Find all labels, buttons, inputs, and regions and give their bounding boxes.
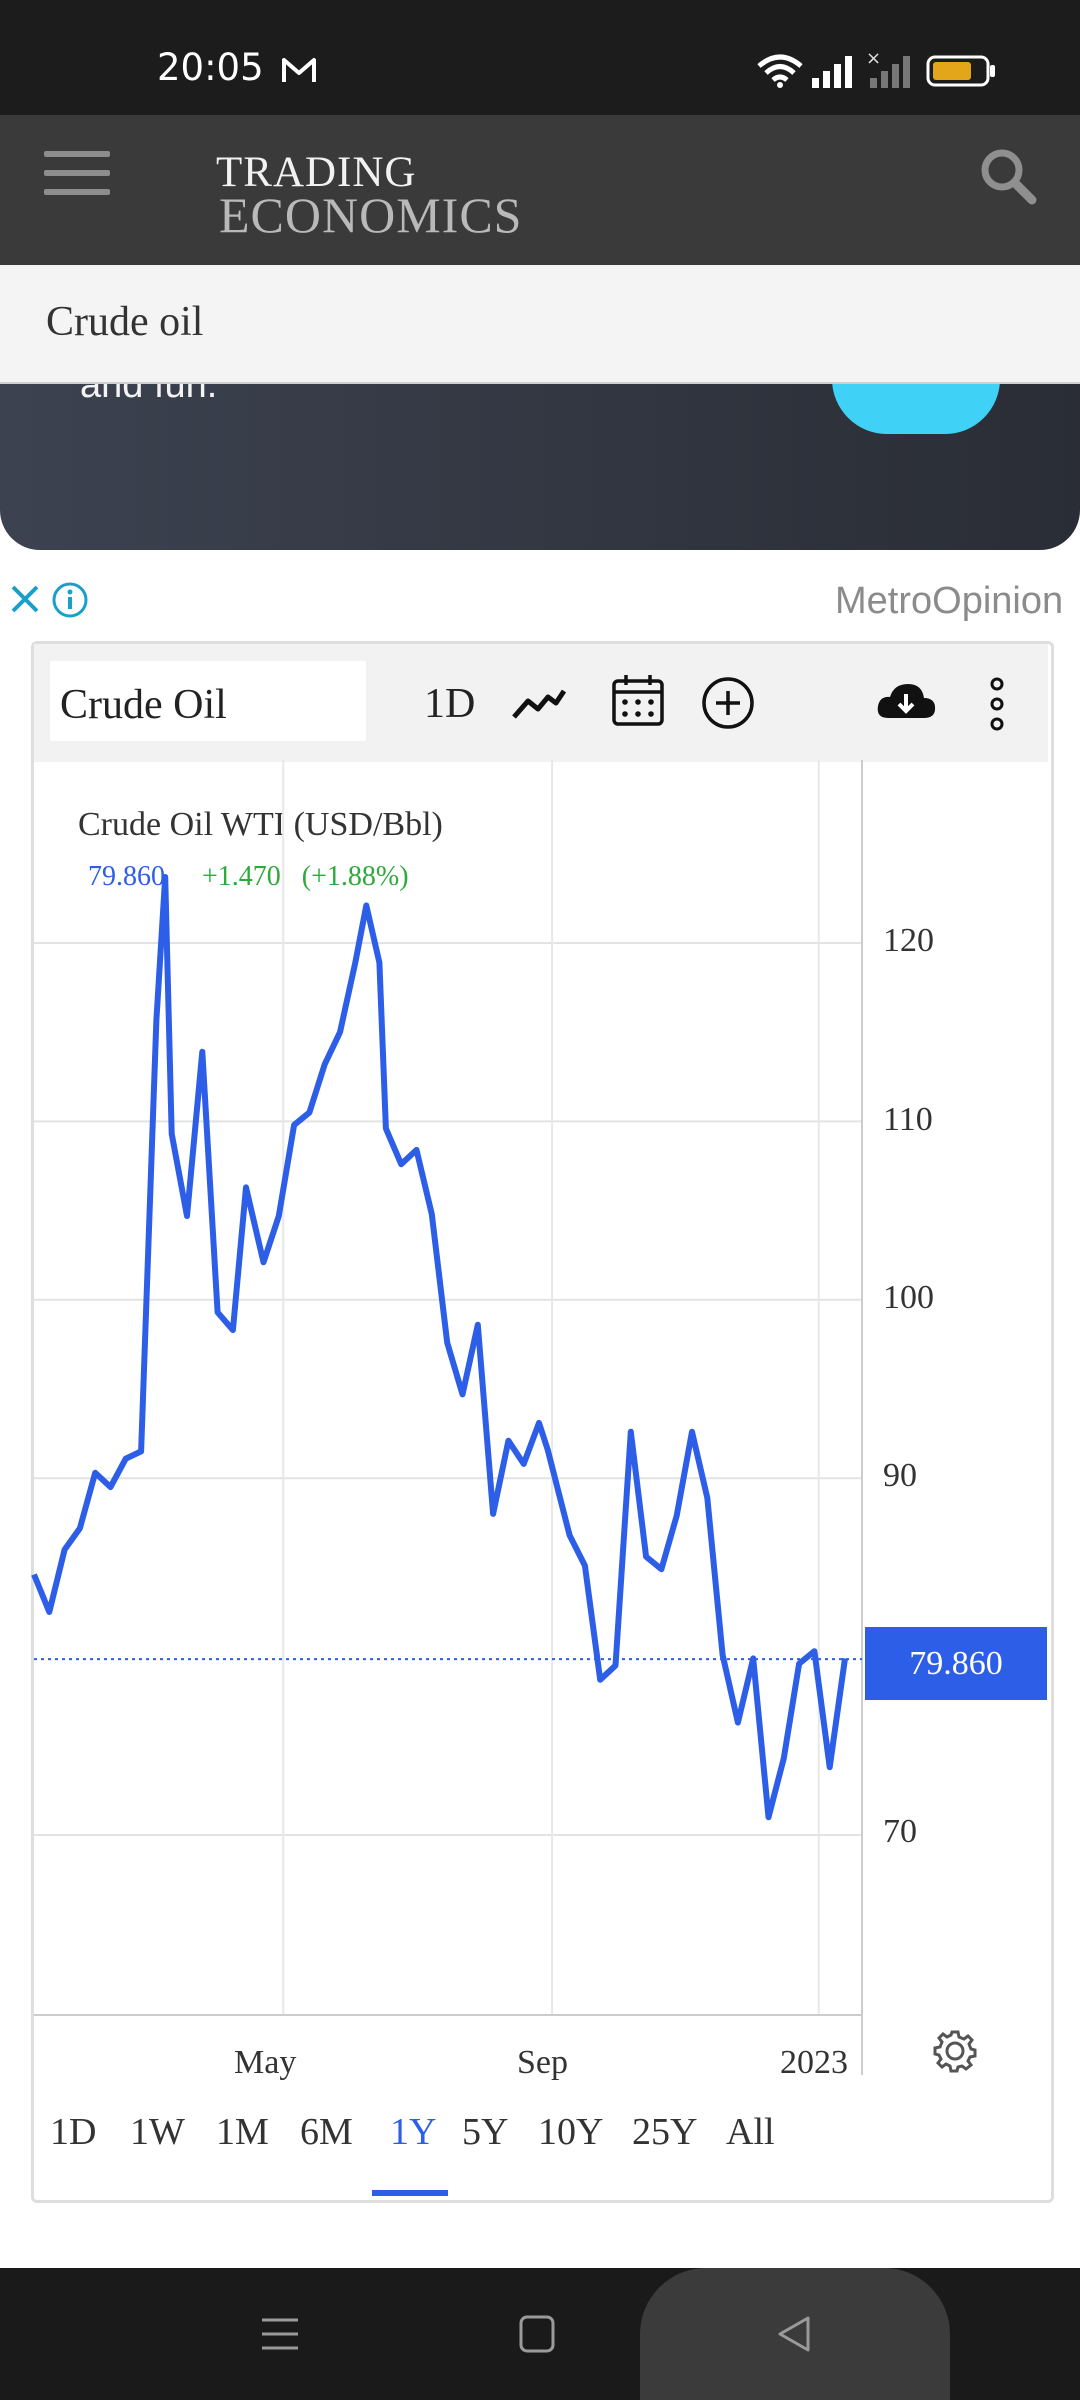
- download-icon[interactable]: [874, 676, 938, 726]
- more-options-icon[interactable]: [986, 674, 1008, 734]
- recent-apps-icon[interactable]: [260, 2314, 300, 2354]
- range-1w[interactable]: 1W: [130, 2111, 185, 2153]
- legend-change: +1.470: [202, 861, 281, 892]
- x-tick-sep: Sep: [517, 2044, 568, 2081]
- current-price-tag: 79.860: [865, 1627, 1047, 1700]
- search-icon[interactable]: [978, 146, 1038, 206]
- legend-price: 79.860: [88, 861, 165, 892]
- home-icon[interactable]: [518, 2314, 556, 2354]
- status-time: 20:05: [157, 46, 264, 89]
- active-range-underline: [372, 2190, 448, 2196]
- x-tick-may: May: [234, 2044, 297, 2081]
- symbol-input[interactable]: Crude Oil: [50, 661, 366, 741]
- ad-close-icon[interactable]: [8, 582, 42, 616]
- logo-trading[interactable]: TRADING: [216, 149, 417, 196]
- range-6m[interactable]: 6M: [300, 2111, 353, 2153]
- ad-text: and fun.: [80, 384, 218, 406]
- range-all[interactable]: All: [726, 2111, 775, 2153]
- y-tick-120: 120: [883, 922, 934, 959]
- range-10y[interactable]: 10Y: [538, 2111, 604, 2153]
- y-tick-90: 90: [883, 1457, 917, 1494]
- no-sim-mark: ×: [866, 48, 882, 69]
- line-chart-icon[interactable]: [510, 683, 568, 723]
- calendar-icon[interactable]: [610, 672, 666, 728]
- legend-change-pct: (+1.88%): [301, 861, 409, 892]
- back-icon[interactable]: [774, 2314, 814, 2354]
- add-indicator-icon[interactable]: [700, 675, 756, 731]
- menu-icon[interactable]: [44, 151, 110, 208]
- ad-sponsor[interactable]: MetroOpinion: [835, 580, 1064, 622]
- search-bar[interactable]: [0, 265, 1080, 384]
- nav-back-highlight: [640, 2268, 950, 2400]
- gmail-icon: [282, 58, 316, 82]
- y-tick-100: 100: [883, 1279, 934, 1316]
- signal-icon: [812, 56, 852, 88]
- chart-legend-title: Crude Oil WTI (USD/Bbl): [78, 806, 443, 843]
- y-tick-70: 70: [883, 1813, 917, 1850]
- series-line-0: [31, 874, 848, 1821]
- range-1y[interactable]: 1Y: [390, 2111, 437, 2153]
- range-5y[interactable]: 5Y: [462, 2111, 509, 2153]
- logo-economics[interactable]: ECONOMICS: [219, 187, 523, 243]
- range-1d[interactable]: 1D: [50, 2111, 97, 2153]
- wifi-icon: [757, 54, 803, 88]
- x-tick-2023: 2023: [780, 2044, 848, 2081]
- range-1m[interactable]: 1M: [216, 2111, 269, 2153]
- signal-icon-2: [870, 56, 910, 88]
- status-bar: 20:05 ×: [0, 0, 1080, 115]
- ad-banner[interactable]: and fun.: [0, 384, 1080, 550]
- battery-icon: [926, 55, 995, 87]
- search-input[interactable]: Crude oil: [46, 299, 204, 345]
- chart-legend-values: 79.860 +1.470 (+1.88%): [88, 861, 409, 893]
- y-tick-110: 110: [883, 1101, 933, 1138]
- settings-gear-icon[interactable]: [932, 2028, 978, 2074]
- ad-info-icon[interactable]: [50, 580, 90, 620]
- chart-widget: [31, 641, 1054, 2203]
- app-header: [0, 115, 1080, 265]
- ad-button[interactable]: [832, 384, 1000, 434]
- interval-button[interactable]: 1D: [424, 681, 476, 727]
- range-25y[interactable]: 25Y: [632, 2111, 698, 2153]
- symbol-text: Crude Oil: [60, 682, 227, 728]
